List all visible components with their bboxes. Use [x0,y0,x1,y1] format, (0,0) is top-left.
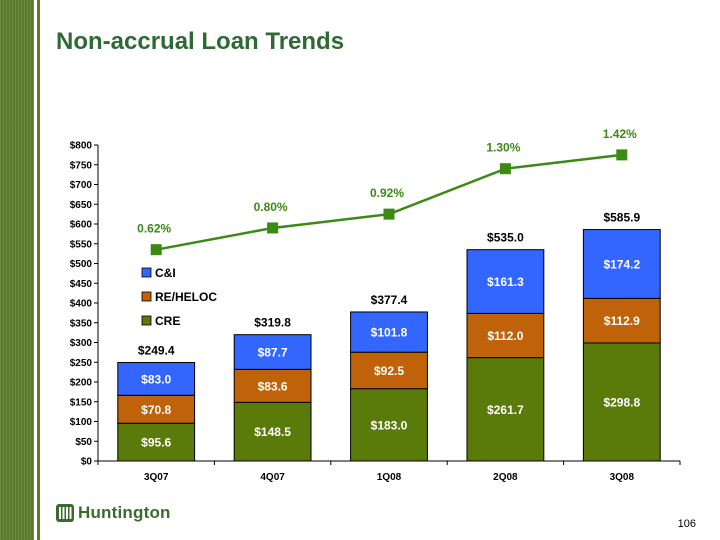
ratio-label: 0.62% [137,222,171,236]
bar-total-label: $377.4 [371,293,408,307]
bar-value-label: $261.7 [487,403,524,417]
ratio-line [155,153,622,251]
y-tick-label: $250 [70,358,93,369]
legend-swatch [141,291,152,302]
bar-segment [582,342,661,462]
ratio-marker [383,208,395,220]
bar-segment [233,401,312,462]
bar-segment [117,394,196,424]
x-tick-label: 4Q07 [260,472,285,483]
bar-value-label: $83.0 [141,372,171,386]
ratio-label: 1.42% [603,127,637,141]
x-tick-label: 3Q08 [610,472,635,483]
y-tick-label: $400 [70,299,93,310]
bar-value-label: $83.6 [258,379,288,393]
legend-swatch [141,267,152,278]
bar-value-label: $87.7 [258,345,288,359]
logo-text: Huntington [78,503,171,522]
y-tick-label: $300 [70,338,93,349]
bar-total-label: $585.9 [603,211,640,225]
page-number: 106 [677,518,696,530]
bar-segment [233,368,312,403]
bar-value-label: $161.3 [487,275,524,289]
y-tick-label: $750 [70,160,93,171]
bar-segment [466,357,545,462]
bar-segment [233,334,312,370]
bar-segment [350,311,428,353]
y-tick-label: $700 [70,180,93,191]
legend-label: C&I [155,266,176,280]
ratio-marker [150,244,162,256]
bar-segment [582,229,661,299]
x-tick-label: 1Q08 [377,472,402,483]
x-tick-label: 3Q07 [144,472,169,483]
legend-swatch [141,315,152,326]
bar-value-label: $183.0 [371,418,408,432]
y-tick-label: $100 [70,417,93,428]
bar-segment [350,351,428,390]
y-tick-label: $0 [81,457,93,468]
ratio-marker [616,149,628,161]
ratio-marker [499,163,511,175]
y-tick-label: $150 [70,397,93,408]
bar-value-label: $298.8 [603,395,640,409]
bar-value-label: $174.2 [603,257,640,271]
bar-segment [582,297,661,344]
y-tick-label: $50 [75,437,92,448]
sidebar-accent-line [37,0,40,540]
ratio-label: 1.30% [486,141,520,155]
y-tick-label: $450 [70,279,93,290]
y-tick-label: $200 [70,378,93,389]
huntington-logo: Huntington [56,503,171,523]
bar-total-label: $249.4 [138,343,175,357]
sidebar-decoration [0,0,34,540]
bar-value-label: $70.8 [141,403,171,417]
bar-segment [117,361,196,396]
bar-value-label: $148.5 [254,425,291,439]
bar-segment [117,422,196,462]
y-tick-label: $800 [70,141,93,152]
bar-value-label: $112.9 [604,314,640,328]
y-tick-label: $550 [70,239,93,250]
huntington-logo-icon [56,504,74,522]
ratio-label: 0.80% [254,200,288,214]
bar-value-label: $101.8 [371,326,408,340]
bar-total-label: $535.0 [487,231,524,245]
legend-label: RE/HELOC [155,290,217,304]
y-tick-label: $650 [70,200,93,211]
bar-value-label: $95.6 [141,436,171,450]
y-tick-label: $350 [70,318,93,329]
slide-title: Non-accrual Loan Trends [56,28,345,55]
y-tick-label: $600 [70,220,93,231]
bar-value-label: $92.5 [374,364,404,378]
x-tick-label: 2Q08 [493,472,518,483]
chart: $0 $50 $100 $150 $200 $250 $300 $350 $400 $450 $50… [70,127,681,483]
bar-segment [466,249,545,314]
legend-label: CRE [155,314,180,328]
ratio-label: 0.92% [370,186,404,200]
bar-value-label: $112.0 [487,329,523,343]
bar-total-label: $319.8 [254,316,291,330]
y-tick-label: $500 [70,259,93,270]
ratio-marker [267,222,279,234]
bar-segment [466,312,545,359]
